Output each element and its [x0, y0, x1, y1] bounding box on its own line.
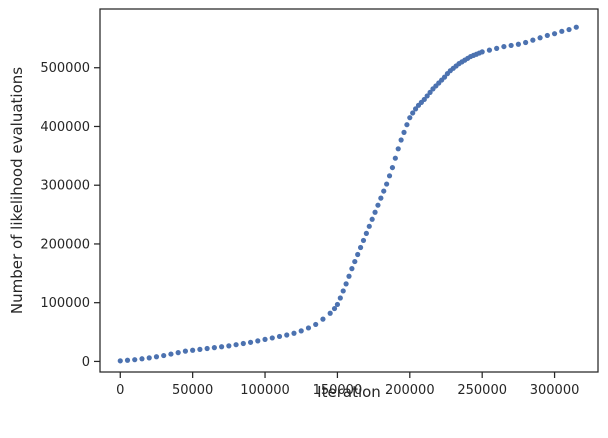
data-point: [486, 47, 493, 53]
data-point: [573, 24, 579, 30]
data-point: [146, 355, 152, 361]
data-point: [398, 137, 404, 143]
x-tick-label: 150000: [313, 383, 363, 398]
data-point: [269, 335, 275, 341]
data-point: [211, 345, 217, 351]
data-point: [168, 351, 174, 357]
y-tick-label: 100000: [40, 296, 90, 311]
data-point: [320, 316, 326, 322]
data-point: [441, 74, 448, 80]
data-point: [276, 333, 283, 340]
y-axis: 0 100000 200000 300000 400000 500000: [40, 61, 100, 370]
data-point: [494, 45, 500, 51]
x-axis: 0 50000 100000 150000 200000 250000 300000: [116, 372, 579, 398]
data-point: [530, 37, 536, 43]
x-axis-label: Iteration: [317, 383, 381, 401]
data-point: [401, 129, 407, 135]
data-point: [366, 223, 372, 229]
y-tick-label: 400000: [40, 120, 90, 135]
data-point: [337, 295, 343, 301]
data-point: [421, 96, 427, 103]
data-point: [355, 251, 361, 258]
data-point: [407, 115, 413, 121]
data-point: [291, 330, 297, 336]
data-point: [255, 338, 261, 344]
x-tick-label: 100000: [240, 383, 290, 398]
y-tick-label: 500000: [40, 61, 90, 76]
data-point: [360, 237, 367, 244]
data-point: [139, 356, 145, 362]
data-point: [284, 332, 290, 338]
data-points: [117, 24, 579, 364]
data-point: [404, 122, 410, 128]
y-tick-label: 0: [82, 355, 90, 370]
data-point: [182, 348, 189, 354]
data-point: [363, 230, 369, 236]
data-point: [501, 43, 507, 50]
data-point: [219, 344, 225, 350]
data-point: [175, 350, 181, 356]
data-point: [340, 288, 346, 294]
data-point: [427, 89, 433, 96]
data-point: [343, 281, 349, 287]
y-tick-label: 300000: [40, 179, 90, 194]
data-point: [352, 258, 358, 265]
y-tick-label: 200000: [40, 237, 90, 252]
data-point: [369, 216, 375, 222]
data-point: [331, 305, 338, 312]
data-point: [378, 195, 384, 201]
data-point: [247, 339, 254, 345]
data-point: [523, 39, 529, 46]
data-point: [132, 357, 138, 363]
data-point: [384, 181, 390, 187]
data-point: [559, 28, 565, 34]
data-point: [372, 209, 378, 215]
data-point: [240, 340, 246, 347]
data-point: [226, 343, 232, 349]
data-point: [381, 188, 387, 194]
data-point: [153, 354, 160, 360]
data-point: [124, 357, 131, 363]
data-point: [551, 31, 558, 37]
x-tick-label: 250000: [457, 383, 507, 398]
data-point: [386, 173, 393, 179]
data-point: [197, 346, 203, 352]
data-point: [233, 342, 239, 348]
data-point: [424, 93, 430, 99]
data-point: [375, 202, 381, 208]
data-point: [515, 41, 521, 47]
data-point: [334, 301, 341, 308]
data-point: [298, 328, 304, 334]
data-point: [537, 35, 543, 41]
data-point: [313, 321, 319, 328]
x-tick-label: 300000: [530, 383, 580, 398]
data-point: [410, 110, 416, 116]
data-point: [389, 164, 396, 171]
x-tick-label: 200000: [385, 383, 435, 398]
data-point: [346, 273, 352, 279]
x-tick-label: 0: [116, 383, 124, 398]
data-point: [392, 155, 398, 161]
plot-area: [99, 8, 599, 373]
data-point: [117, 358, 123, 364]
data-point: [161, 352, 167, 359]
data-point: [395, 146, 401, 152]
y-axis-label: Number of likelihood evaluations: [8, 67, 26, 314]
data-point: [508, 42, 514, 49]
data-point: [305, 325, 312, 331]
data-point: [566, 26, 572, 33]
data-point: [349, 266, 355, 272]
data-point: [357, 244, 364, 251]
data-point: [204, 345, 210, 352]
data-point: [479, 49, 485, 55]
data-point: [544, 32, 550, 39]
data-point: [190, 347, 196, 353]
x-tick-label: 50000: [172, 383, 213, 398]
data-point: [262, 336, 268, 342]
data-point: [412, 106, 419, 112]
data-point: [327, 310, 333, 316]
